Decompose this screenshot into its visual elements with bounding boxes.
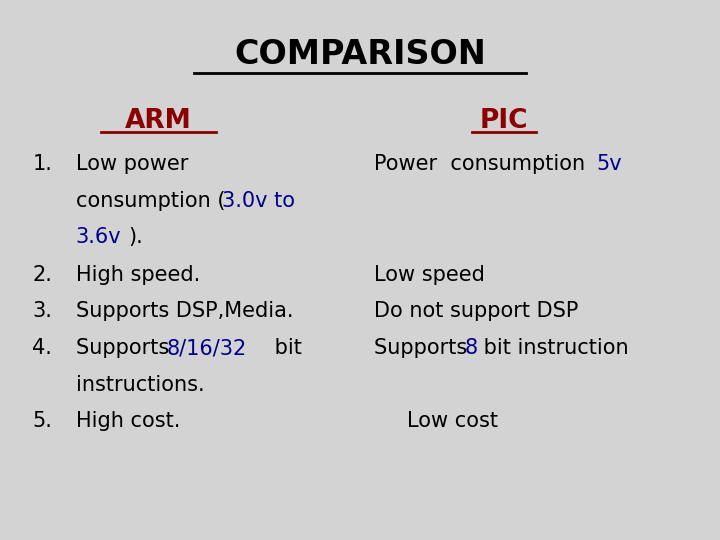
Text: 8: 8 (464, 338, 477, 358)
Text: Power  consumption: Power consumption (374, 154, 592, 174)
Text: Supports: Supports (374, 338, 474, 358)
Text: 5v: 5v (596, 154, 622, 174)
Text: 4.: 4. (32, 338, 53, 358)
Text: ).: ). (128, 227, 143, 247)
Text: PIC: PIC (480, 108, 528, 134)
Text: Do not support DSP: Do not support DSP (374, 301, 579, 321)
Text: Low power: Low power (76, 154, 188, 174)
Text: High speed.: High speed. (76, 265, 200, 285)
Text: High cost.: High cost. (76, 411, 180, 431)
Text: bit: bit (268, 338, 302, 358)
Text: 3.: 3. (32, 301, 53, 321)
Text: Low speed: Low speed (374, 265, 485, 285)
Text: 2.: 2. (32, 265, 53, 285)
Text: 1.: 1. (32, 154, 53, 174)
Text: 3.6v: 3.6v (76, 227, 121, 247)
Text: Low cost: Low cost (407, 411, 498, 431)
Text: instructions.: instructions. (76, 375, 204, 395)
Text: COMPARISON: COMPARISON (234, 38, 486, 71)
Text: Supports DSP,Media.: Supports DSP,Media. (76, 301, 293, 321)
Text: 5.: 5. (32, 411, 53, 431)
Text: ARM: ARM (125, 108, 192, 134)
Text: bit instruction: bit instruction (477, 338, 629, 358)
Text: 3.0v to: 3.0v to (222, 191, 294, 211)
Text: Supports: Supports (76, 338, 176, 358)
Text: consumption (: consumption ( (76, 191, 232, 211)
Text: 8/16/32: 8/16/32 (167, 338, 247, 358)
